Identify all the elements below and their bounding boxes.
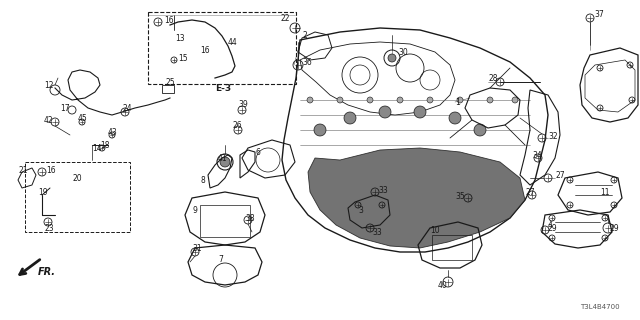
Text: 32: 32 (548, 132, 557, 140)
Text: 40: 40 (438, 281, 448, 290)
Text: 3: 3 (358, 205, 363, 214)
Text: 16: 16 (200, 45, 210, 54)
Text: 31: 31 (192, 244, 202, 252)
Text: 8: 8 (200, 175, 205, 185)
Bar (162, 85, 174, 93)
Text: 13: 13 (175, 34, 184, 43)
Text: 6: 6 (255, 148, 260, 156)
Text: 27: 27 (525, 188, 534, 196)
Circle shape (220, 157, 230, 167)
Text: 38: 38 (245, 213, 255, 222)
Text: 4: 4 (548, 220, 553, 229)
Text: 2: 2 (302, 30, 307, 39)
Circle shape (388, 54, 396, 62)
Circle shape (512, 97, 518, 103)
Text: 36: 36 (302, 58, 312, 67)
Text: 45: 45 (78, 114, 88, 123)
Text: 43: 43 (108, 127, 118, 137)
Text: 18: 18 (100, 140, 109, 149)
Text: 34: 34 (532, 150, 541, 159)
Circle shape (337, 97, 343, 103)
Text: 14: 14 (92, 143, 102, 153)
Text: 30: 30 (398, 47, 408, 57)
Circle shape (344, 112, 356, 124)
Text: E-3: E-3 (215, 84, 231, 92)
Text: T3L4B4700: T3L4B4700 (580, 304, 620, 310)
Circle shape (457, 97, 463, 103)
Text: 12: 12 (44, 81, 54, 90)
Polygon shape (308, 148, 525, 248)
Text: 7: 7 (218, 255, 223, 265)
Text: 25: 25 (165, 77, 175, 86)
Circle shape (474, 124, 486, 136)
Text: 24: 24 (122, 103, 132, 113)
Bar (25, 162, 130, 232)
Text: 37: 37 (594, 10, 604, 19)
Circle shape (449, 112, 461, 124)
Text: 1: 1 (455, 98, 460, 107)
Text: 20: 20 (72, 173, 82, 182)
Circle shape (487, 97, 493, 103)
Bar (148, 12, 296, 84)
Text: 15: 15 (178, 53, 188, 62)
Text: FR.: FR. (38, 267, 56, 277)
Text: 16: 16 (164, 15, 173, 25)
Text: 28: 28 (488, 74, 497, 83)
Text: 17: 17 (60, 103, 70, 113)
Text: 26: 26 (232, 121, 242, 130)
Text: 29: 29 (548, 223, 557, 233)
Text: 33: 33 (372, 228, 381, 236)
Circle shape (397, 97, 403, 103)
Circle shape (307, 97, 313, 103)
Text: 44: 44 (228, 37, 237, 46)
Text: 22: 22 (280, 13, 289, 22)
Bar (432, 235, 472, 260)
Text: 19: 19 (38, 188, 47, 196)
Circle shape (367, 97, 373, 103)
Text: 42: 42 (44, 116, 54, 124)
Circle shape (379, 106, 391, 118)
Text: 27: 27 (555, 171, 564, 180)
Text: 33: 33 (378, 186, 388, 195)
Text: 29: 29 (610, 223, 620, 233)
Circle shape (427, 97, 433, 103)
Bar (200, 205, 250, 237)
Text: 16: 16 (46, 165, 56, 174)
Text: 23: 23 (44, 223, 54, 233)
Text: 39: 39 (238, 100, 248, 108)
Text: 10: 10 (430, 226, 440, 235)
Text: 35: 35 (455, 191, 465, 201)
Text: 21: 21 (18, 165, 28, 174)
Circle shape (414, 106, 426, 118)
Text: 41: 41 (218, 154, 228, 163)
Text: 11: 11 (600, 188, 609, 196)
Circle shape (314, 124, 326, 136)
Text: 9: 9 (192, 205, 197, 214)
